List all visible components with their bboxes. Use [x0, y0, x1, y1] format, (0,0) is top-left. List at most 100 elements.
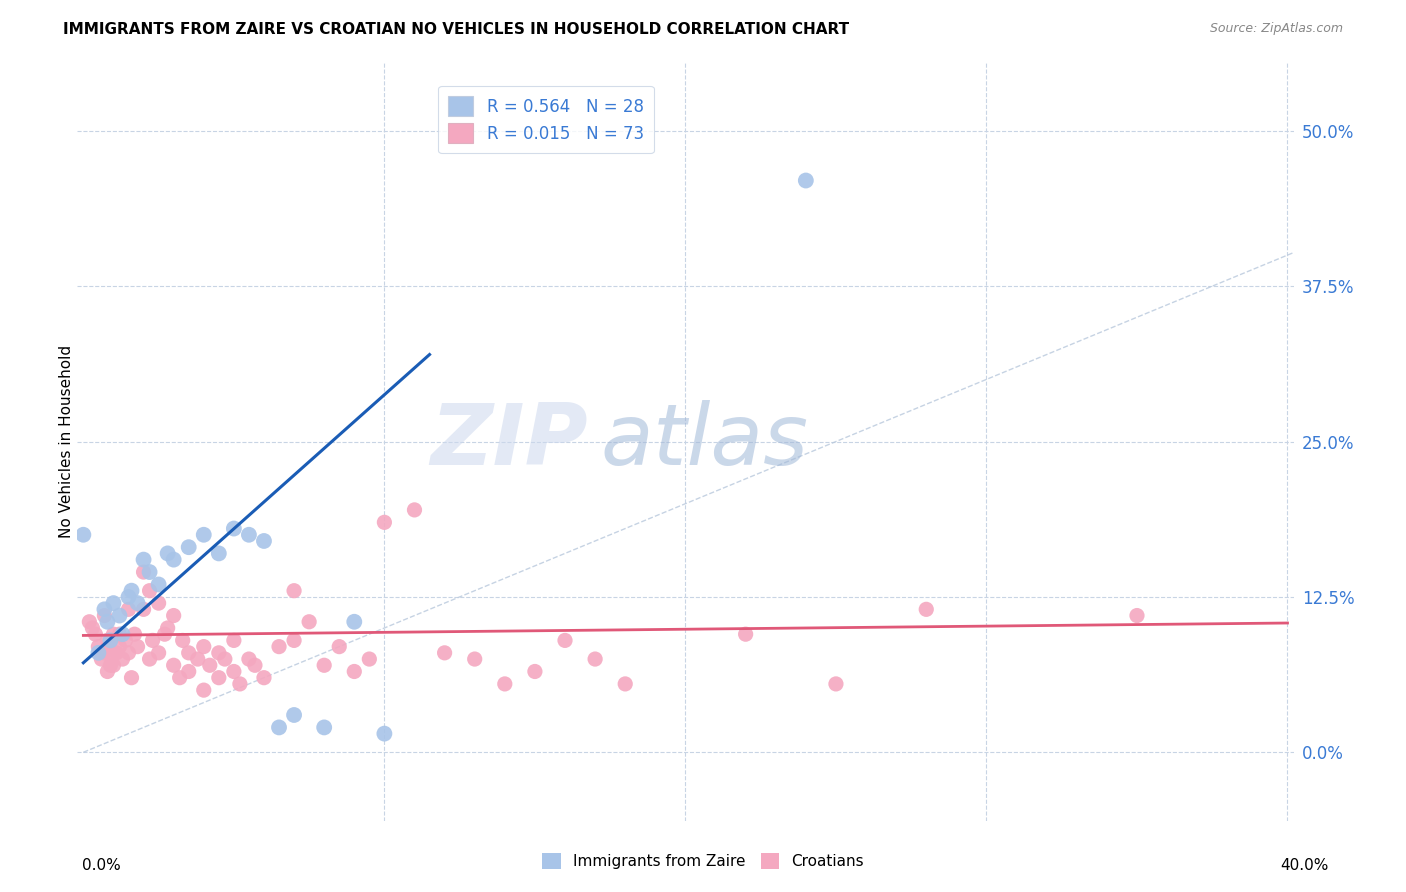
Point [138, 565, 160, 579]
Point [127, 596, 149, 610]
Point [169, 671, 191, 685]
Point [148, 646, 170, 660]
Point [172, 633, 194, 648]
Point [121, 583, 143, 598]
Point [238, 652, 260, 666]
Point [343, 615, 366, 629]
Point [96, 615, 118, 629]
Point [283, 583, 305, 598]
Point [193, 640, 215, 654]
Point [283, 633, 305, 648]
Point [243, 658, 266, 673]
Legend: Immigrants from Zaire, Croatians: Immigrants from Zaire, Croatians [536, 847, 870, 875]
Point [117, 646, 139, 660]
Point [105, 646, 128, 660]
Point [111, 627, 134, 641]
Point [148, 577, 170, 591]
Point [373, 516, 395, 530]
Point [222, 522, 245, 536]
Point [138, 583, 160, 598]
Point [121, 671, 143, 685]
Point [373, 726, 395, 740]
Point [583, 652, 606, 666]
Point [734, 627, 756, 641]
Point [404, 503, 426, 517]
Point [208, 546, 231, 560]
Point [267, 640, 290, 654]
Point [359, 652, 381, 666]
Point [163, 552, 186, 566]
Point [177, 665, 200, 679]
Point [124, 627, 146, 641]
Point [614, 677, 637, 691]
Point [132, 565, 155, 579]
Point [132, 552, 155, 566]
Point [142, 633, 165, 648]
Point [177, 540, 200, 554]
Point [87, 640, 110, 654]
Point [100, 646, 122, 660]
Point [163, 608, 186, 623]
Point [214, 652, 236, 666]
Point [156, 546, 179, 560]
Point [198, 658, 221, 673]
Point [208, 671, 231, 685]
Point [103, 596, 125, 610]
Point [222, 665, 245, 679]
Text: ZIP: ZIP [430, 400, 588, 483]
Point [156, 621, 179, 635]
Point [193, 683, 215, 698]
Point [343, 665, 366, 679]
Point [328, 640, 350, 654]
Point [153, 627, 176, 641]
Point [90, 652, 112, 666]
Point [93, 646, 115, 660]
Point [108, 640, 131, 654]
Point [238, 528, 260, 542]
Point [825, 677, 848, 691]
Point [111, 652, 134, 666]
Point [114, 633, 136, 648]
Point [163, 658, 186, 673]
Point [82, 621, 104, 635]
Point [100, 633, 122, 648]
Legend: R = 0.564   N = 28, R = 0.015   N = 73: R = 0.564 N = 28, R = 0.015 N = 73 [439, 86, 654, 153]
Point [79, 615, 101, 629]
Point [108, 608, 131, 623]
Point [84, 627, 107, 641]
Point [253, 671, 276, 685]
Point [314, 658, 336, 673]
Point [523, 665, 546, 679]
Point [103, 658, 125, 673]
Text: IMMIGRANTS FROM ZAIRE VS CROATIAN NO VEHICLES IN HOUSEHOLD CORRELATION CHART: IMMIGRANTS FROM ZAIRE VS CROATIAN NO VEH… [63, 22, 849, 37]
Point [433, 646, 456, 660]
Point [554, 633, 576, 648]
Point [314, 720, 336, 734]
Point [117, 590, 139, 604]
Point [100, 658, 122, 673]
Point [794, 173, 817, 187]
Point [208, 646, 231, 660]
Point [187, 652, 209, 666]
Point [117, 602, 139, 616]
Point [229, 677, 252, 691]
Point [87, 646, 110, 660]
Point [464, 652, 486, 666]
Point [222, 633, 245, 648]
Point [132, 602, 155, 616]
Point [108, 627, 131, 641]
Point [103, 627, 125, 641]
Text: atlas: atlas [600, 400, 808, 483]
Point [915, 602, 938, 616]
Point [1126, 608, 1149, 623]
Text: 0.0%: 0.0% [82, 858, 121, 873]
Point [253, 533, 276, 548]
Point [96, 633, 118, 648]
Point [148, 596, 170, 610]
Point [494, 677, 516, 691]
Point [193, 528, 215, 542]
Text: 40.0%: 40.0% [1281, 858, 1329, 873]
Point [72, 528, 94, 542]
Point [267, 720, 290, 734]
Text: Source: ZipAtlas.com: Source: ZipAtlas.com [1209, 22, 1343, 36]
